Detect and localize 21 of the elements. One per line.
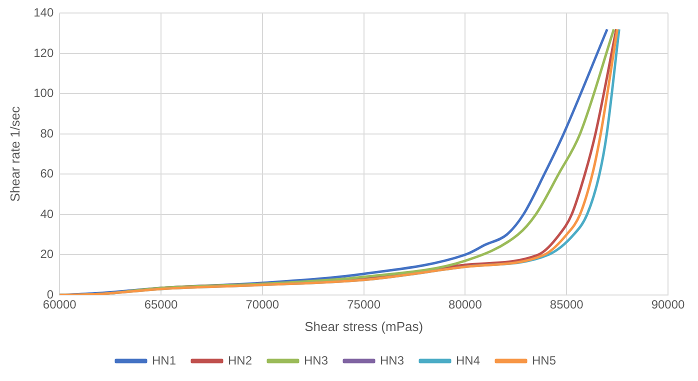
y-axis-title: Shear rate 1/sec: [7, 106, 22, 202]
legend-label: HN5: [532, 353, 556, 368]
legend-label: HN3: [380, 353, 404, 368]
x-tick-label: 90000: [651, 298, 686, 312]
y-tick-label: 40: [40, 206, 54, 221]
y-tick-label: 20: [40, 247, 54, 262]
y-tick-label: 140: [34, 6, 54, 20]
y-tick-label: 80: [40, 126, 54, 140]
legend-label: HN1: [152, 353, 176, 368]
x-tick-label: 65000: [144, 298, 178, 312]
legend-label: HN4: [456, 353, 480, 368]
x-axis-title: Shear stress (mPas): [304, 318, 424, 334]
x-tick-label: 80000: [448, 298, 482, 312]
legend-label: HN3: [304, 353, 328, 368]
x-tick-label: 85000: [550, 298, 584, 312]
y-tick-label: 100: [34, 86, 54, 100]
y-tick-label: 120: [34, 46, 54, 60]
legend-label: HN2: [228, 353, 252, 368]
y-tick-label: 60: [40, 166, 54, 181]
x-tick-label: 75000: [347, 298, 381, 312]
x-tick-label: 70000: [246, 298, 280, 312]
